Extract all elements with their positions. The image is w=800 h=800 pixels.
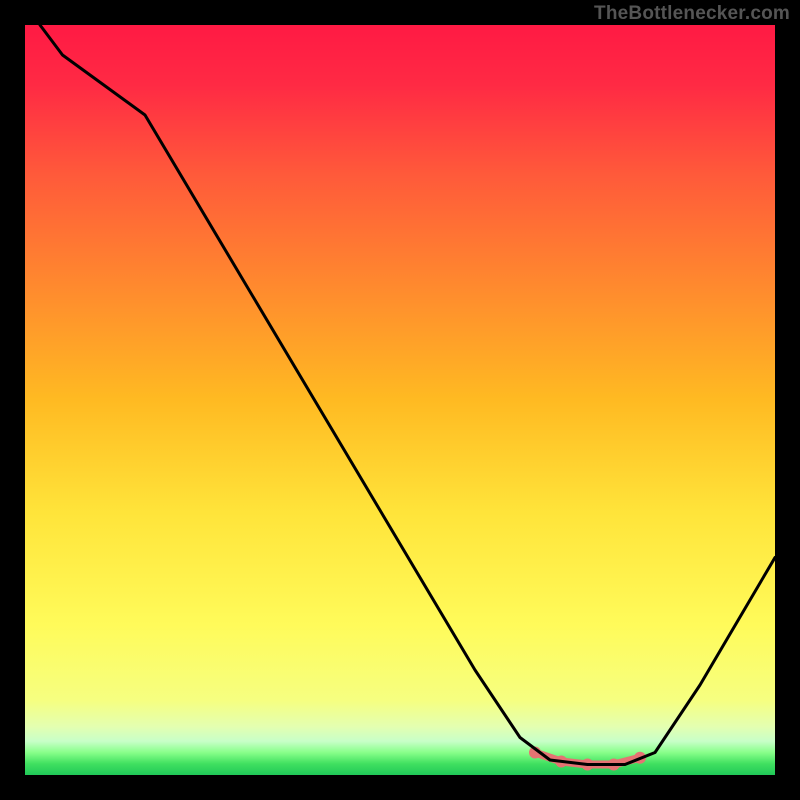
chart-frame: TheBottlenecker.com — [0, 0, 800, 800]
watermark-text: TheBottlenecker.com — [594, 3, 790, 25]
gradient-background — [25, 25, 775, 775]
chart-svg — [25, 25, 775, 775]
plot-area — [25, 25, 775, 775]
